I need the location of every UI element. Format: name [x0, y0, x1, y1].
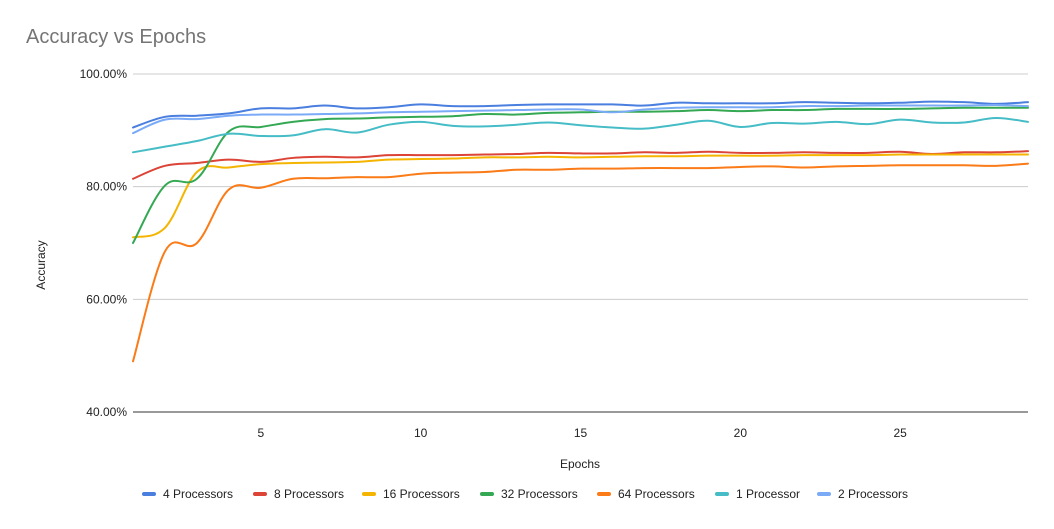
series-line-16-processors — [132, 153, 1029, 239]
axes: 40.00% 60.00% 80.00% 100.00% 5 10 15 20 25 — [80, 67, 908, 440]
legend-item-1-processor[interactable]: 1 Processor — [715, 487, 800, 501]
series-lines — [132, 100, 1029, 363]
y-tick-label: 100.00% — [80, 67, 128, 81]
y-tick-label: 80.00% — [86, 180, 127, 194]
series-line-4-processors — [132, 100, 1029, 129]
legend-item-4-processors[interactable]: 4 Processors — [142, 487, 233, 501]
y-axis-label: Accuracy — [34, 240, 48, 289]
legend-swatch — [715, 492, 729, 496]
x-tick-label: 15 — [574, 426, 588, 440]
legend-label: 8 Processors — [274, 487, 345, 501]
legend-swatch — [597, 492, 611, 496]
gridlines — [133, 73, 1028, 413]
chart-title: Accuracy vs Epochs — [26, 26, 207, 48]
legend-swatch — [362, 492, 376, 496]
series-line-1-processor — [132, 116, 1029, 154]
legend-item-2-processors[interactable]: 2 Processors — [817, 487, 908, 501]
x-tick-label: 25 — [893, 426, 907, 440]
legend-swatch — [253, 492, 267, 496]
legend-item-8-processors[interactable]: 8 Processors — [253, 487, 344, 501]
legend-label: 32 Processors — [501, 487, 578, 501]
legend-label: 64 Processors — [618, 487, 695, 501]
series-line-8-processors — [132, 150, 1029, 180]
legend-item-64-processors[interactable]: 64 Processors — [597, 487, 695, 501]
legend-label: 4 Processors — [163, 487, 234, 501]
x-axis-label: Epochs — [560, 457, 600, 471]
legend-item-32-processors[interactable]: 32 Processors — [480, 487, 578, 501]
x-tick-label: 5 — [258, 426, 265, 440]
legend: 4 Processors 8 Processors 16 Processors 32 … — [0, 487, 1054, 505]
legend-swatch — [817, 492, 831, 496]
legend-swatch — [480, 492, 494, 496]
legend-label: 1 Processor — [736, 487, 801, 501]
legend-item-16-processors[interactable]: 16 Processors — [362, 487, 460, 501]
y-tick-label: 40.00% — [86, 405, 127, 419]
series-line-2-processors — [132, 103, 1029, 135]
x-tick-label: 20 — [734, 426, 748, 440]
legend-swatch — [142, 492, 156, 496]
x-tick-label: 10 — [414, 426, 428, 440]
legend-label: 2 Processors — [838, 487, 909, 501]
y-tick-label: 60.00% — [86, 292, 127, 306]
series-line-64-processors — [132, 162, 1029, 363]
legend-label: 16 Processors — [383, 487, 460, 501]
series-line-32-processors — [132, 106, 1029, 244]
